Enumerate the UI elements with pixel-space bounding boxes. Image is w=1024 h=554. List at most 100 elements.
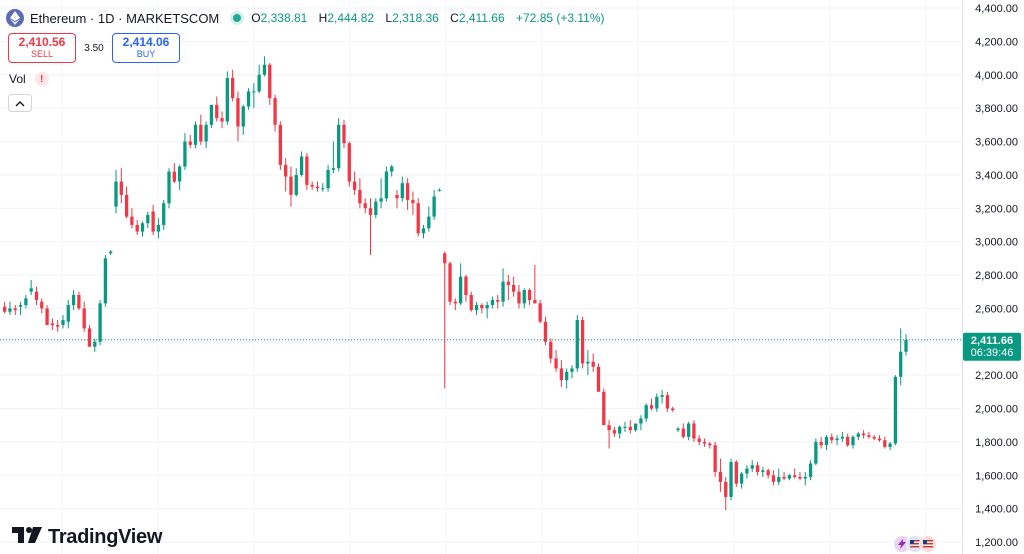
- candle-body: [156, 224, 161, 232]
- candle-body: [124, 194, 129, 217]
- candle: [151, 204, 155, 235]
- candle-body: [464, 276, 468, 296]
- symbol-title[interactable]: Ethereum · 1D · MARKETSCOM: [30, 10, 220, 26]
- candle: [204, 121, 208, 149]
- candle: [146, 211, 150, 229]
- candle: [363, 198, 367, 214]
- candle: [230, 69, 235, 102]
- candle: [199, 114, 203, 145]
- candle: [612, 426, 617, 437]
- candle-body: [904, 339, 908, 352]
- candle-body: [899, 351, 903, 377]
- price-axis[interactable]: 1,200.00 1,400.00 1,600.00 1,800.00 2,000.00…: [962, 0, 1019, 554]
- candle: [29, 280, 33, 296]
- candle: [225, 71, 229, 125]
- candle-body: [177, 166, 182, 182]
- volume-indicator[interactable]: Vol !: [9, 72, 49, 86]
- candle-body: [819, 441, 823, 446]
- candle: [98, 300, 102, 346]
- candle-body: [713, 445, 717, 472]
- candle-body: [167, 171, 171, 204]
- candle-body: [98, 303, 102, 342]
- candlestick-series: [3, 56, 908, 511]
- candle: [177, 164, 182, 190]
- candle-body: [246, 91, 251, 107]
- candle: [77, 291, 81, 311]
- candle-body: [676, 428, 680, 431]
- candle: [183, 133, 187, 170]
- candle: [512, 276, 516, 297]
- candle: [681, 423, 685, 439]
- us-flag-icon-2[interactable]: [919, 535, 937, 553]
- candle-body: [793, 475, 797, 477]
- candle: [485, 301, 489, 319]
- sell-price: 2,410.56: [18, 35, 66, 49]
- candle-body: [697, 438, 701, 442]
- candle: [284, 158, 288, 192]
- candle: [527, 288, 532, 306]
- candle: [686, 421, 691, 441]
- event-flags[interactable]: [893, 535, 937, 553]
- candle: [82, 301, 86, 332]
- tradingview-logo[interactable]: TradingView: [12, 526, 162, 549]
- last-price-label: 2,411.66: [971, 335, 1013, 347]
- candle-body: [326, 169, 330, 189]
- candle: [745, 465, 749, 479]
- candle-body: [390, 166, 394, 172]
- y-tick-label: 4,000.00: [975, 70, 1018, 82]
- candle: [262, 56, 267, 77]
- candle: [893, 375, 898, 446]
- buy-button[interactable]: 2,414.06 BUY: [112, 33, 180, 63]
- collapse-legend-button[interactable]: [8, 94, 32, 112]
- candle-body: [549, 341, 553, 359]
- candle-body: [628, 426, 632, 431]
- candle-body: [241, 106, 245, 127]
- candle-body: [718, 471, 723, 482]
- candle: [496, 295, 500, 309]
- candle: [798, 471, 802, 481]
- candle: [623, 421, 627, 432]
- candle: [443, 251, 447, 389]
- candle-body: [358, 189, 362, 204]
- candle: [755, 461, 760, 476]
- candle: [554, 350, 558, 372]
- candle-body: [289, 176, 293, 195]
- close-value: 2,411.66: [458, 11, 505, 25]
- candle: [729, 458, 733, 501]
- candle-body: [787, 475, 791, 479]
- candle: [358, 178, 362, 209]
- candle: [565, 368, 569, 389]
- candle-body: [162, 203, 166, 225]
- candle: [347, 141, 351, 187]
- candle-body: [840, 436, 845, 439]
- candle-body: [305, 156, 309, 185]
- candle: [246, 88, 251, 110]
- candle-body: [538, 303, 542, 322]
- candle-body: [284, 164, 288, 177]
- candle: [421, 224, 426, 239]
- market-status-icon[interactable]: [233, 14, 242, 22]
- candle-body: [374, 201, 378, 215]
- y-tick-label: 3,600.00: [975, 137, 1018, 149]
- candle-body: [469, 295, 473, 311]
- candle-body: [660, 395, 664, 397]
- candle-body: [416, 203, 420, 234]
- candle: [326, 164, 330, 192]
- sell-button[interactable]: 2,410.56 SELL: [8, 33, 76, 63]
- high-value: 2,444.82: [327, 11, 375, 25]
- candle-body: [204, 124, 208, 142]
- candle-body: [294, 174, 298, 195]
- candle-body: [331, 168, 336, 170]
- candle: [830, 433, 834, 444]
- candle-body: [342, 124, 346, 144]
- candle: [777, 468, 781, 486]
- candle-body: [803, 476, 807, 479]
- y-tick-label: 3,000.00: [975, 237, 1018, 249]
- candle: [3, 301, 7, 314]
- candle: [103, 254, 108, 307]
- candle-body: [56, 325, 60, 327]
- candle-body: [771, 475, 776, 482]
- warning-icon[interactable]: !: [34, 72, 49, 86]
- sell-label: SELL: [30, 49, 54, 59]
